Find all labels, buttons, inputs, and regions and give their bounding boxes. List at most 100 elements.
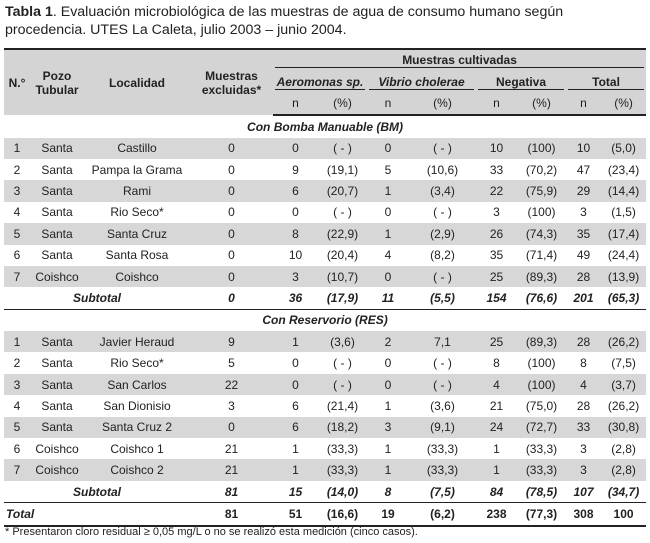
subtotal-t-n: 107 — [566, 480, 601, 504]
row-a-p: (20,7) — [318, 180, 367, 202]
row-neg-p: (100) — [527, 205, 556, 220]
subtotal-a-n: 15 — [273, 480, 318, 504]
row-v-p: (33,3) — [409, 459, 476, 481]
row-a-p: ( - ) — [333, 205, 352, 220]
subtotal-neg-p: (76,6) — [517, 287, 566, 310]
row-number: 4 — [13, 205, 21, 220]
row-number: 7 — [4, 459, 30, 481]
row-t-n: 3 — [566, 459, 601, 481]
row-a-p: (33,3) — [318, 459, 367, 481]
header-aeromonas: Aeromonas sp. — [273, 71, 367, 93]
table-row: 7 Coishco Coishco 0 3 (10,7) 0( - ) 25 (89,3) 28(… — [4, 265, 647, 288]
row-neg-p: (72,7) — [517, 416, 566, 439]
subtotal-v-n: 11 — [367, 287, 409, 310]
row-neg-n: 25 — [476, 265, 517, 288]
header-pozo: Pozo Tubular — [30, 47, 84, 116]
row-v-n: 0 — [367, 137, 409, 159]
row-neg-p: (33,3) — [525, 441, 558, 456]
row-number: 7 — [4, 265, 30, 288]
row-localidad: San Dionisio — [103, 398, 171, 413]
row-exc: 0 — [228, 205, 235, 220]
row-number: 1 — [4, 137, 30, 159]
total-neg-p: (77,3) — [517, 502, 566, 527]
row-exc: 5 — [228, 356, 235, 371]
header-vibrio-label: Vibrio cholerae — [369, 75, 474, 90]
row-localidad: Santa Cruz — [84, 223, 190, 245]
row-a-p: (18,2) — [318, 416, 367, 439]
row-neg-n: 25 — [476, 331, 517, 353]
subtotal-v-p: (7,5) — [409, 480, 476, 504]
table-row: 4 Santa Rio Seco* 0 0 ( - ) 0 ( - ) 3 (100) 3 (1,5) — [4, 202, 646, 223]
row-t-p: (2,8) — [601, 459, 647, 481]
row-a-n: 10 — [288, 248, 303, 263]
row-a-n: 1 — [273, 459, 318, 481]
row-pozo: Santa — [30, 416, 84, 439]
row-neg-p: (74,3) — [517, 223, 566, 245]
subtotal-exc: 81 — [190, 480, 273, 504]
table-row: 5 Santa Santa Cruz 2 0 6 (18,2) 3 (9,1) 24 (72,7)… — [4, 416, 647, 439]
row-localidad: Rio Seco* — [110, 356, 164, 371]
row-neg-p: (71,4) — [525, 248, 558, 263]
row-t-p: (3,7) — [601, 373, 647, 396]
total-row: Total 81 51 (16,6) 19 (6,2) 238 (77,3) 308 100 — [4, 502, 647, 527]
row-neg-p: (75,0) — [525, 398, 558, 413]
row-neg-n: 24 — [476, 416, 517, 439]
row-v-p: ( - ) — [433, 356, 452, 371]
row-localidad: San Carlos — [84, 373, 190, 396]
table-row: 3 Santa San Carlos 22 0( - ) 0( - ) 4 (100) 4 (3,… — [4, 373, 647, 396]
subtotal-exc: 0 — [190, 287, 273, 310]
row-pozo: Santa — [41, 398, 73, 413]
subtotal-label: Subtotal — [4, 287, 190, 310]
row-neg-p: (70,2) — [525, 162, 558, 177]
row-t-p: (14,4) — [601, 180, 647, 202]
subtotal-a-n: 36 — [273, 287, 318, 310]
row-v-p: (33,3) — [426, 441, 459, 456]
row-v-n: 1 — [367, 180, 409, 202]
row-v-p: ( - ) — [409, 265, 476, 288]
header-row-1: N.° Pozo Tubular Localidad Muestras excl… — [4, 47, 647, 116]
row-a-p: (33,3) — [326, 441, 359, 456]
row-v-n: 0 — [384, 356, 392, 371]
row-pozo: Santa — [30, 373, 84, 396]
row-t-n: 3 — [580, 441, 587, 456]
header-v-pct: (%) — [409, 92, 476, 117]
row-a-p: (10,7) — [318, 265, 367, 288]
table-row: 5 Santa Santa Cruz 0 8 (22,9) 1 (2,9) 26 (74,3) 35… — [4, 223, 647, 245]
table-row: 1 Santa Castillo 0 0( - ) 0( - ) 10 (100) 10 (5,0… — [4, 137, 647, 159]
row-t-p: (1,5) — [611, 205, 636, 220]
total-a-p: (16,6) — [318, 502, 367, 527]
subtotal-a-p: (17,9) — [318, 287, 367, 310]
subtotal-label: Subtotal — [4, 480, 190, 504]
row-v-p: (2,9) — [409, 223, 476, 245]
total-v-n: 19 — [367, 502, 409, 527]
row-t-n: 10 — [566, 137, 601, 159]
row-a-p: (22,9) — [318, 223, 367, 245]
row-neg-n: 33 — [489, 162, 504, 177]
section-title: Con Reservorio (RES) — [262, 313, 388, 328]
row-number: 3 — [4, 180, 30, 202]
table-body: Con Bomba Manuable (BM) 1 Santa Castillo 0 0(… — [4, 115, 647, 527]
row-pozo: Santa — [41, 205, 73, 220]
row-neg-n: 21 — [489, 398, 504, 413]
header-row-2: Aeromonas sp. Vibrio cholerae Negativa T… — [4, 71, 647, 93]
header-v-n: n — [367, 92, 409, 117]
header-a-pct: (%) — [318, 92, 367, 117]
row-exc: 22 — [190, 373, 273, 396]
row-localidad: Coishco 2 — [84, 459, 190, 481]
row-a-n: 8 — [273, 223, 318, 245]
subtotal-neg-n: 84 — [476, 480, 517, 504]
total-a-n: 51 — [273, 502, 318, 527]
row-t-n: 29 — [566, 180, 601, 202]
row-a-n: 0 — [273, 137, 318, 159]
row-a-p: (19,1) — [326, 162, 359, 177]
row-t-p: (30,8) — [601, 416, 647, 439]
data-table: N.° Pozo Tubular Localidad Muestras excl… — [4, 47, 647, 527]
row-v-n: 5 — [384, 162, 392, 177]
row-localidad: Santa Rosa — [105, 248, 169, 263]
row-a-n: 3 — [273, 265, 318, 288]
header-neg-n: n — [476, 92, 517, 117]
caption-text: . Evaluación microbiológica de las muest… — [5, 4, 564, 38]
row-localidad: Rami — [84, 180, 190, 202]
row-number: 3 — [4, 373, 30, 396]
row-neg-n: 8 — [493, 356, 500, 371]
